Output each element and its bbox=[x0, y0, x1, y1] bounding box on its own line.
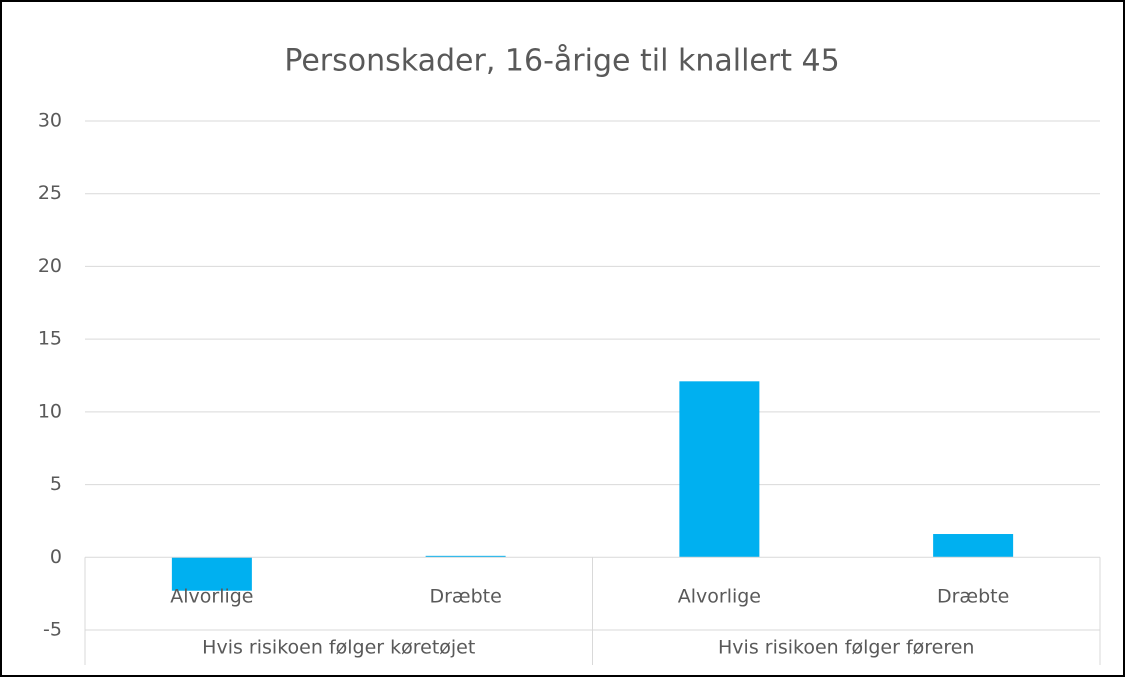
y-tick-label: 25 bbox=[38, 182, 62, 204]
bar bbox=[679, 381, 760, 558]
x-tick-label: Alvorlige bbox=[678, 586, 761, 608]
group-label: Hvis risikoen følger køretøjet bbox=[202, 637, 475, 659]
y-tick-label: 5 bbox=[50, 473, 62, 495]
y-tick-label: 30 bbox=[38, 110, 62, 132]
bar bbox=[933, 534, 1014, 558]
y-tick-label: 15 bbox=[38, 328, 62, 350]
x-tick-label: Dræbte bbox=[429, 586, 501, 608]
group-label: Hvis risikoen følger føreren bbox=[718, 637, 974, 659]
bar bbox=[425, 555, 506, 558]
y-tick-label: -5 bbox=[43, 619, 62, 641]
y-tick-label: 0 bbox=[50, 546, 62, 568]
x-tick-label: Dræbte bbox=[937, 586, 1009, 608]
chart-title: Personskader, 16-årige til knallert 45 bbox=[284, 44, 839, 79]
y-tick-label: 20 bbox=[38, 255, 62, 277]
x-tick-label: Alvorlige bbox=[170, 586, 253, 608]
bar bbox=[171, 557, 252, 591]
y-tick-label: 10 bbox=[38, 400, 62, 422]
